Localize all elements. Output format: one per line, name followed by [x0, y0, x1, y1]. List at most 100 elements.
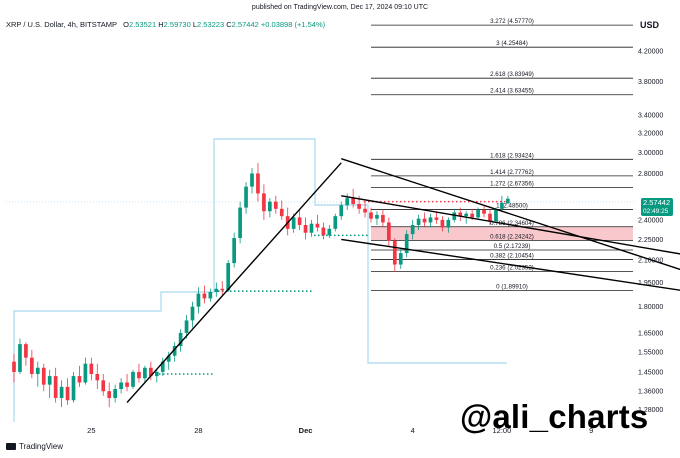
candle-body — [392, 240, 397, 265]
candle-body — [452, 212, 457, 220]
close-value: 2.57442 — [231, 20, 259, 29]
published-caption: published on TradingView.com, Dec 17, 20… — [251, 4, 429, 11]
high-value: 2.59730 — [163, 20, 191, 29]
candle-body — [214, 288, 219, 292]
channel-line — [341, 195, 680, 255]
last-price: 2.57442 — [643, 198, 671, 207]
y-axis-tick-label: 1.55000 — [638, 349, 663, 356]
fib-level-label: 1.414 (2.77762) — [490, 169, 534, 176]
y-axis-tick-label: 3.40000 — [638, 112, 663, 119]
y-axis-tick-label: 2.80000 — [638, 171, 663, 178]
symbol-header: XRP / U.S. Dollar, 4h, BITSTAMP O2.53521… — [6, 20, 325, 29]
candle-body — [494, 208, 498, 222]
candle-body — [262, 193, 266, 212]
candle-body — [53, 376, 58, 398]
fib-level-label: 0.5 (2.17239) — [494, 243, 531, 250]
candle-body — [101, 380, 106, 392]
y-axis-tick-label: 1.45000 — [638, 369, 663, 376]
candle-body — [154, 371, 159, 377]
x-axis-tick-label: 4 — [411, 426, 415, 435]
candle-body — [291, 217, 296, 229]
candle-body — [95, 373, 100, 381]
step-line-indicator — [13, 138, 507, 422]
candle-body — [59, 386, 64, 398]
last-price-tag: 2.57442 02:49:25 — [641, 198, 673, 216]
bar-countdown: 02:49:25 — [643, 207, 669, 215]
candle-body — [184, 320, 189, 333]
candle-body — [369, 212, 373, 219]
fib-level-label: 0.382 (2.10454) — [490, 253, 534, 260]
low-label: L — [192, 20, 198, 29]
candle-body — [375, 214, 379, 219]
candle-body — [113, 389, 117, 398]
y-axis-tick-label: 2.10000 — [638, 258, 663, 265]
candle-body — [387, 222, 391, 241]
candle-body — [190, 306, 195, 321]
channel-line — [341, 238, 680, 291]
candle-body — [71, 376, 76, 401]
candle-body — [35, 367, 40, 374]
candle-body — [268, 201, 272, 212]
candle-body — [47, 376, 52, 385]
candle-body — [482, 210, 486, 214]
candle-body — [297, 217, 302, 225]
candle-body — [363, 208, 367, 213]
candle-body — [327, 228, 332, 236]
fib-zone-band — [371, 226, 633, 241]
y-axis-tick-label: 2.25000 — [638, 237, 663, 244]
candle-body — [339, 205, 344, 217]
candle-body — [160, 361, 165, 372]
candle-body — [143, 367, 147, 379]
candle-body — [77, 376, 82, 383]
candle-body — [428, 217, 433, 223]
fib-level-label: 3 (4.25484) — [496, 40, 528, 47]
y-axis-tick-label: 2.40000 — [638, 217, 663, 224]
candle-body — [273, 201, 278, 209]
candle-body — [250, 173, 254, 187]
candle-body — [321, 227, 326, 236]
open-label: O — [123, 20, 129, 29]
fib-level-label: 2.414 (3.63455) — [490, 88, 534, 95]
symbol-name: XRP / U.S. Dollar, 4h, BITSTAMP — [6, 20, 117, 29]
fib-level-label: 0.236 (2.02352) — [490, 264, 534, 271]
candle-body — [244, 186, 248, 208]
candle-body — [357, 204, 361, 209]
y-axis-tick-label: 3.00000 — [638, 150, 663, 157]
y-axis-tick-label: 4.20000 — [638, 49, 663, 56]
candle-body — [178, 332, 183, 347]
fib-level-label: 3.272 (4.57770) — [490, 18, 534, 25]
change-value: +0.03898 (+1.54%) — [260, 20, 326, 29]
candle-body — [476, 210, 480, 218]
fib-level-label: 1 (2.48500) — [496, 202, 528, 209]
fib-level-label: 0.786 (2.34604) — [490, 220, 534, 227]
author-watermark: @ali_charts — [460, 398, 649, 435]
fib-level-label: 1.618 (2.93424) — [490, 152, 534, 159]
x-axis-tick-label: 12:00 — [493, 426, 512, 435]
candle-body — [506, 198, 510, 204]
y-axis-tick-label: 3.80000 — [638, 79, 663, 86]
candle-body — [256, 173, 260, 194]
close-label: C — [226, 20, 232, 29]
open-value: 2.53521 — [129, 20, 157, 29]
candle-body — [398, 253, 403, 265]
candle-body — [226, 263, 231, 291]
candle-body — [351, 198, 355, 205]
candle-body — [488, 213, 492, 222]
y-axis-tick-label: 3.20000 — [638, 131, 663, 138]
y-axis-tick-label: 1.95000 — [638, 280, 663, 287]
candle-body — [208, 291, 213, 299]
candle-body — [500, 202, 504, 209]
candle-body — [172, 346, 177, 356]
candle-body — [131, 371, 135, 387]
candle-body — [65, 386, 70, 401]
trend-line — [126, 162, 342, 403]
candle-body — [196, 293, 201, 307]
candle-body — [12, 361, 16, 372]
candle-body — [458, 212, 463, 217]
high-label: H — [158, 20, 164, 29]
candle-body — [107, 391, 112, 398]
x-axis-tick-label: Dec — [299, 426, 313, 435]
x-axis-tick-label: 25 — [87, 426, 95, 435]
fib-level-label: 1.272 (2.67356) — [490, 180, 534, 187]
